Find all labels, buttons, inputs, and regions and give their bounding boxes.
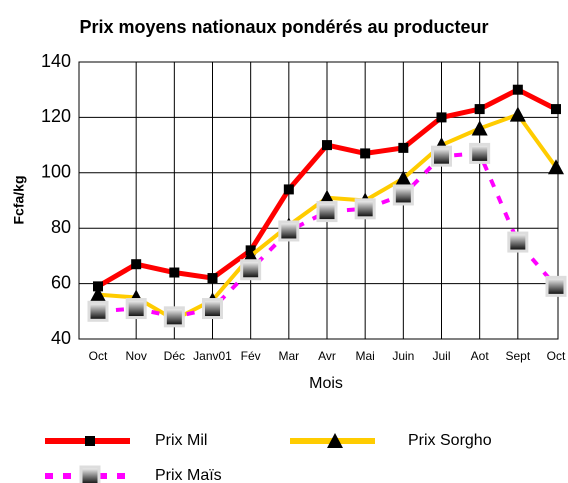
marker bbox=[316, 201, 338, 223]
x-tick-label: Oct bbox=[547, 349, 566, 363]
marker bbox=[79, 465, 101, 483]
x-tick-label: Aot bbox=[471, 349, 490, 363]
marker bbox=[395, 170, 412, 186]
x-axis-label: Mois bbox=[309, 375, 343, 392]
marker bbox=[545, 275, 567, 297]
x-tick-label: Oct bbox=[89, 349, 108, 363]
marker bbox=[392, 184, 414, 206]
y-tick-label: 140 bbox=[41, 51, 71, 71]
legend-label: Prix Maïs bbox=[155, 467, 222, 483]
y-tick-label: 100 bbox=[41, 162, 71, 182]
marker bbox=[512, 84, 523, 95]
legend-label: Prix Sorgho bbox=[408, 432, 492, 449]
marker bbox=[436, 112, 447, 123]
x-tick-label: Juil bbox=[432, 349, 450, 363]
y-axis-label: Fcfa/kg bbox=[11, 175, 27, 224]
series bbox=[93, 84, 561, 292]
marker bbox=[398, 142, 409, 153]
marker bbox=[327, 433, 343, 448]
x-tick-label: Mar bbox=[278, 349, 299, 363]
marker bbox=[354, 198, 376, 220]
marker bbox=[322, 140, 332, 151]
y-tick-label: 120 bbox=[41, 106, 71, 126]
x-tick-label: Nov bbox=[125, 349, 146, 363]
x-tick-label: Avr bbox=[318, 349, 336, 363]
marker bbox=[240, 259, 262, 281]
marker bbox=[551, 104, 561, 115]
marker bbox=[283, 184, 294, 195]
marker bbox=[474, 104, 485, 115]
y-tick-label: 40 bbox=[51, 328, 71, 348]
chart-title: Prix moyens nationaux pondérés au produc… bbox=[79, 17, 488, 37]
marker bbox=[125, 298, 147, 320]
marker bbox=[509, 106, 526, 122]
x-tick-label: Déc bbox=[164, 349, 185, 363]
marker bbox=[207, 273, 218, 284]
marker bbox=[469, 142, 491, 164]
x-tick-label: Sept bbox=[505, 349, 530, 363]
marker bbox=[169, 267, 180, 278]
marker bbox=[507, 231, 529, 253]
marker bbox=[319, 189, 335, 205]
series bbox=[87, 142, 567, 328]
x-tick-label: Fév bbox=[241, 349, 261, 363]
y-tick-label: 60 bbox=[51, 272, 71, 292]
marker bbox=[360, 148, 371, 159]
marker bbox=[431, 145, 452, 167]
marker bbox=[548, 159, 564, 175]
marker bbox=[471, 120, 488, 136]
marker bbox=[90, 286, 106, 302]
marker bbox=[163, 306, 185, 328]
marker bbox=[87, 300, 109, 322]
marker bbox=[202, 298, 223, 320]
marker bbox=[242, 247, 259, 263]
x-tick-label: Mai bbox=[355, 349, 374, 363]
marker bbox=[93, 281, 103, 292]
x-tick-label: Janv01 bbox=[193, 349, 232, 363]
marker bbox=[131, 259, 142, 270]
legend-label: Prix Mil bbox=[155, 432, 207, 449]
marker bbox=[278, 220, 300, 242]
x-tick-label: Juin bbox=[392, 349, 414, 363]
marker bbox=[85, 436, 95, 446]
y-tick-label: 80 bbox=[51, 217, 71, 237]
